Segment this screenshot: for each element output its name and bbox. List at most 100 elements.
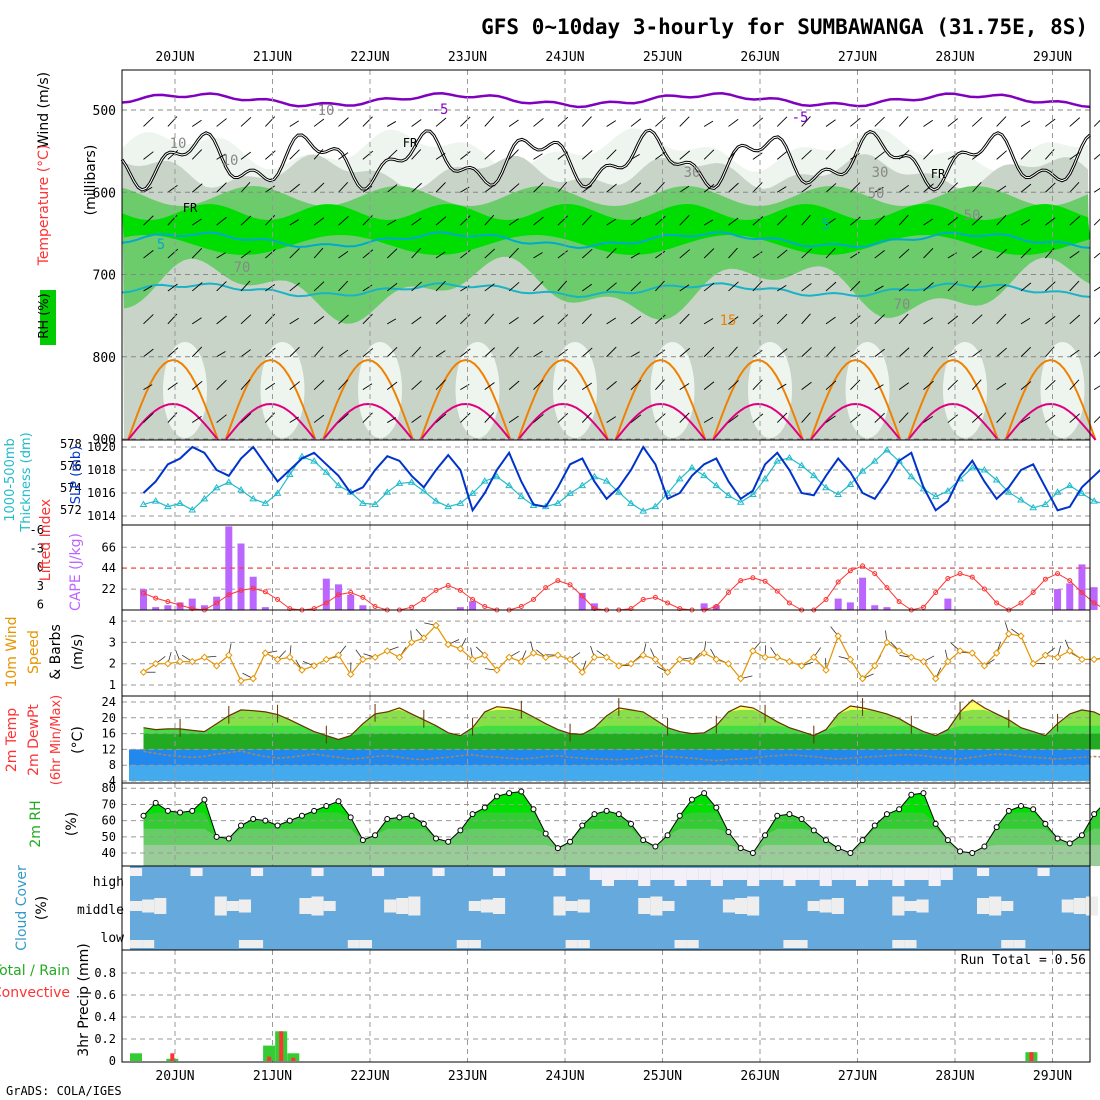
wind-barb: [606, 416, 617, 423]
wind-barb: [703, 120, 714, 127]
cloud-level-high: high: [93, 875, 124, 890]
wind-barb: [533, 182, 544, 193]
cloud-mid-block: [904, 901, 917, 911]
rh-point: [981, 843, 988, 850]
cape-bar: [188, 598, 196, 610]
contour-15: [809, 358, 902, 441]
cape-bar: [140, 589, 147, 610]
wind-point: [139, 668, 148, 676]
thickness-point: [151, 497, 160, 504]
wind-point: [871, 662, 879, 670]
rh-point: [189, 807, 196, 814]
wind-barb: [679, 185, 690, 193]
wind-point: [602, 653, 611, 662]
wind-point: [797, 662, 806, 670]
wind-barb: [386, 381, 398, 391]
wind-barb: [191, 247, 203, 259]
precip-conv-bar: [291, 1057, 296, 1061]
wind-barb: [898, 313, 909, 325]
cape-bar: [700, 603, 708, 610]
wind-barb: [289, 346, 300, 358]
cape-bar: [249, 576, 257, 610]
li-point: [153, 595, 159, 601]
wind-barb: [533, 350, 543, 358]
wind-barb: [752, 280, 763, 292]
wind-barb: [581, 347, 593, 358]
rh-point: [896, 806, 903, 813]
wind-barb: [825, 346, 836, 358]
thickness-point: [371, 500, 379, 507]
wind-barb: [581, 382, 593, 391]
wind-barb: [143, 116, 154, 127]
wind-barb: [362, 116, 373, 127]
cloud-high-block: [662, 868, 675, 880]
rh-tick: 40: [102, 846, 116, 860]
wind-barb: [801, 381, 812, 391]
li-point: [762, 578, 768, 584]
contour-label: 5: [157, 237, 165, 253]
cape-bar: [883, 607, 891, 610]
contour-minus5: [121, 92, 1091, 109]
precip-total-bar: [263, 1045, 276, 1061]
wind-barb: [435, 379, 446, 390]
thickness-line: [143, 449, 1100, 512]
cape-bar: [859, 577, 867, 610]
wind-barb: [923, 346, 934, 358]
wind-point: [627, 659, 635, 668]
wind-barb: [801, 214, 811, 226]
wind-barb: [484, 382, 495, 391]
thickness-point: [1065, 481, 1074, 489]
cloud-high-block: [432, 868, 445, 876]
wind-barb: [192, 218, 202, 226]
wind-barb: [1093, 317, 1100, 325]
wind-barb: [557, 412, 569, 423]
wind-point: [785, 657, 794, 666]
rh-point: [384, 816, 391, 823]
wind-barb: [728, 247, 738, 259]
wind-barb: [898, 184, 910, 193]
wind-barb: [460, 412, 471, 423]
cloud-high-block: [916, 868, 929, 880]
wind-barb: [240, 314, 252, 325]
rh-point: [457, 827, 464, 834]
contour-label: 50: [964, 208, 981, 224]
wind-barb: [971, 250, 983, 259]
wind-barb: [1069, 117, 1081, 127]
wind-barb: [679, 215, 690, 226]
li-point: [214, 600, 220, 606]
rh-point: [530, 806, 537, 813]
wind-barb: [338, 117, 349, 127]
rh-point: [262, 817, 269, 824]
wind-barb: [533, 281, 544, 292]
rh-point: [664, 832, 671, 839]
wind-barb: [435, 280, 446, 292]
wind-barb: [728, 149, 738, 160]
li-point: [652, 594, 658, 600]
li-tick: 3: [37, 579, 44, 593]
rh-point: [725, 828, 732, 835]
cloud-mid-block: [408, 896, 421, 916]
rh-point: [433, 835, 439, 842]
wind-barb: [752, 349, 763, 358]
thickness-point: [224, 478, 233, 485]
li-point: [677, 606, 683, 612]
wind-barb: [216, 379, 227, 390]
date-label-21JUN: 21JUN: [253, 50, 292, 65]
wind-speed-line: [143, 624, 1100, 682]
wind-barb: [1045, 217, 1056, 226]
rh-point: [1018, 803, 1024, 810]
thickness-point: [200, 494, 209, 502]
wind-barb: [971, 280, 982, 292]
cloud-high-block: [940, 868, 953, 880]
slp-tick: 1014: [87, 509, 116, 523]
wind-barb: [435, 117, 447, 127]
wind-barb: [192, 416, 202, 423]
wind-barb: [289, 120, 299, 127]
thickness-point: [395, 479, 404, 486]
wind-barb: [752, 413, 764, 423]
axis-label-millibars: (millibars): [83, 145, 99, 216]
wind-barb: [265, 150, 276, 160]
wind-barb: [362, 412, 373, 423]
wind-barb: [386, 184, 398, 193]
